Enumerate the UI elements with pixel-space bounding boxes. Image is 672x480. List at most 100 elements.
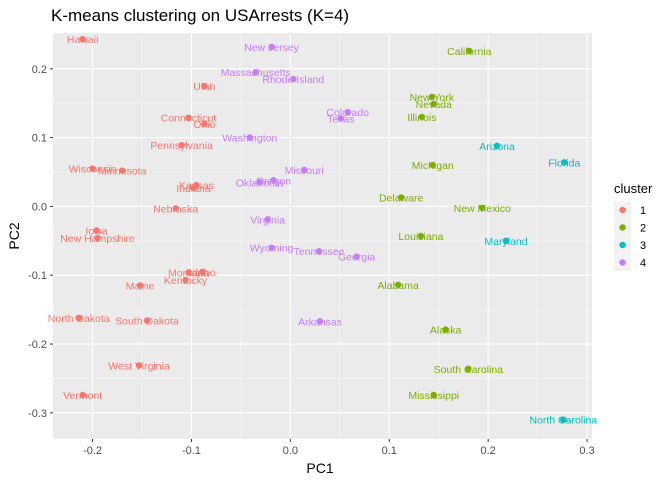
- data-point: [201, 120, 208, 128]
- data-point: [256, 179, 263, 186]
- point-label: North Carolina: [529, 415, 597, 427]
- x-tick-label: 0.1: [382, 445, 397, 457]
- point-label: Wisconsin: [69, 164, 117, 176]
- data-point: [268, 43, 275, 50]
- point-label: Ohio: [193, 119, 215, 131]
- point-label: Maine: [126, 281, 155, 293]
- data-point: [290, 75, 297, 83]
- y-tick-label: 0.2: [32, 64, 47, 76]
- data-point: [466, 47, 473, 55]
- point-label: Arizona: [479, 141, 515, 153]
- point-label: South Dakota: [115, 316, 179, 328]
- data-point: [268, 244, 275, 251]
- point-label: Washington: [222, 133, 277, 145]
- point-label: Colorado: [326, 107, 369, 119]
- data-point: [344, 108, 351, 116]
- point-label: California: [447, 46, 492, 58]
- data-point: [190, 184, 197, 192]
- data-point: [89, 165, 96, 172]
- data-point: [270, 177, 277, 184]
- data-point: [264, 216, 271, 223]
- point-label: Oregon: [256, 175, 291, 187]
- data-point: [502, 237, 510, 245]
- plot-panel-background: [53, 33, 592, 439]
- y-tick-label: -0.1: [28, 270, 47, 282]
- data-point: [94, 234, 101, 242]
- data-point: [182, 276, 189, 284]
- point-label: Louisiana: [398, 231, 443, 243]
- point-label: Alaska: [430, 325, 462, 337]
- point-label: Illinois: [407, 112, 436, 124]
- data-point: [201, 82, 208, 90]
- point-label: Indiana: [176, 183, 211, 195]
- data-point: [430, 391, 437, 399]
- point-label: New Jersey: [244, 42, 300, 54]
- data-point: [178, 141, 185, 149]
- data-point: [394, 281, 402, 289]
- data-point: [430, 100, 437, 108]
- point-label: Utah: [193, 81, 215, 93]
- data-point: [301, 166, 308, 174]
- y-axis-title: PC2: [6, 222, 22, 249]
- data-point: [185, 269, 192, 276]
- point-label: Vermont: [63, 390, 102, 402]
- data-point: [75, 314, 82, 322]
- data-point: [560, 416, 567, 423]
- data-point: [143, 317, 151, 324]
- data-point: [136, 282, 144, 289]
- data-point: [417, 232, 425, 240]
- point-label: Connecticut: [161, 113, 217, 125]
- data-point: [353, 253, 360, 260]
- legend-title: cluster: [614, 181, 653, 196]
- data-point: [465, 365, 472, 373]
- data-point: [316, 318, 324, 325]
- y-tick-label: 0.0: [32, 201, 47, 213]
- data-point: [119, 167, 126, 174]
- legend-label: 3: [640, 240, 646, 252]
- x-tick-label: 0.2: [481, 445, 496, 457]
- point-label: Nevada: [416, 99, 452, 111]
- point-label: Alabama: [377, 280, 419, 292]
- y-tick-label: -0.2: [28, 339, 47, 351]
- point-label: New Mexico: [454, 203, 511, 215]
- point-label: Oklahoma: [236, 177, 284, 189]
- y-tick-label: 0.1: [32, 133, 47, 145]
- data-point: [199, 268, 206, 275]
- data-point: [315, 247, 323, 255]
- point-label: West Virginia: [108, 360, 170, 372]
- point-label: Nebraska: [153, 203, 198, 215]
- point-label: Michigan: [412, 160, 454, 172]
- point-label: Massachusetts: [221, 67, 291, 79]
- x-tick-label: 0.0: [283, 445, 298, 457]
- data-point: [418, 113, 426, 121]
- data-point: [337, 115, 344, 122]
- x-axis: -0.2 -0.1 0.0 0.1 0.2 0.3: [83, 439, 595, 457]
- point-label: Kansas: [179, 180, 214, 192]
- legend-label: 4: [640, 258, 646, 270]
- point-label: Minnesota: [98, 166, 147, 178]
- point-label: New York: [410, 92, 455, 104]
- data-point: [479, 204, 486, 211]
- data-point: [428, 93, 435, 101]
- y-tick-label: -0.3: [28, 408, 47, 420]
- data-point: [185, 114, 192, 121]
- x-tick-label: -0.1: [182, 445, 201, 457]
- data-points: [75, 35, 568, 423]
- minor-gridlines: [53, 33, 592, 439]
- major-gridlines: [53, 33, 592, 439]
- point-label: Florida: [548, 157, 580, 169]
- data-point: [397, 194, 405, 201]
- point-label: Montana: [168, 267, 209, 279]
- point-label: Hawaii: [67, 34, 99, 46]
- x-axis-title: PC1: [306, 460, 333, 476]
- data-point: [79, 391, 86, 399]
- point-label: Delaware: [379, 192, 424, 204]
- legend-label: 2: [640, 223, 646, 235]
- data-point: [79, 35, 86, 43]
- point-label: Tennessee: [294, 246, 345, 258]
- data-point: [93, 227, 100, 234]
- legend: cluster 1 2 3 4: [614, 181, 653, 271]
